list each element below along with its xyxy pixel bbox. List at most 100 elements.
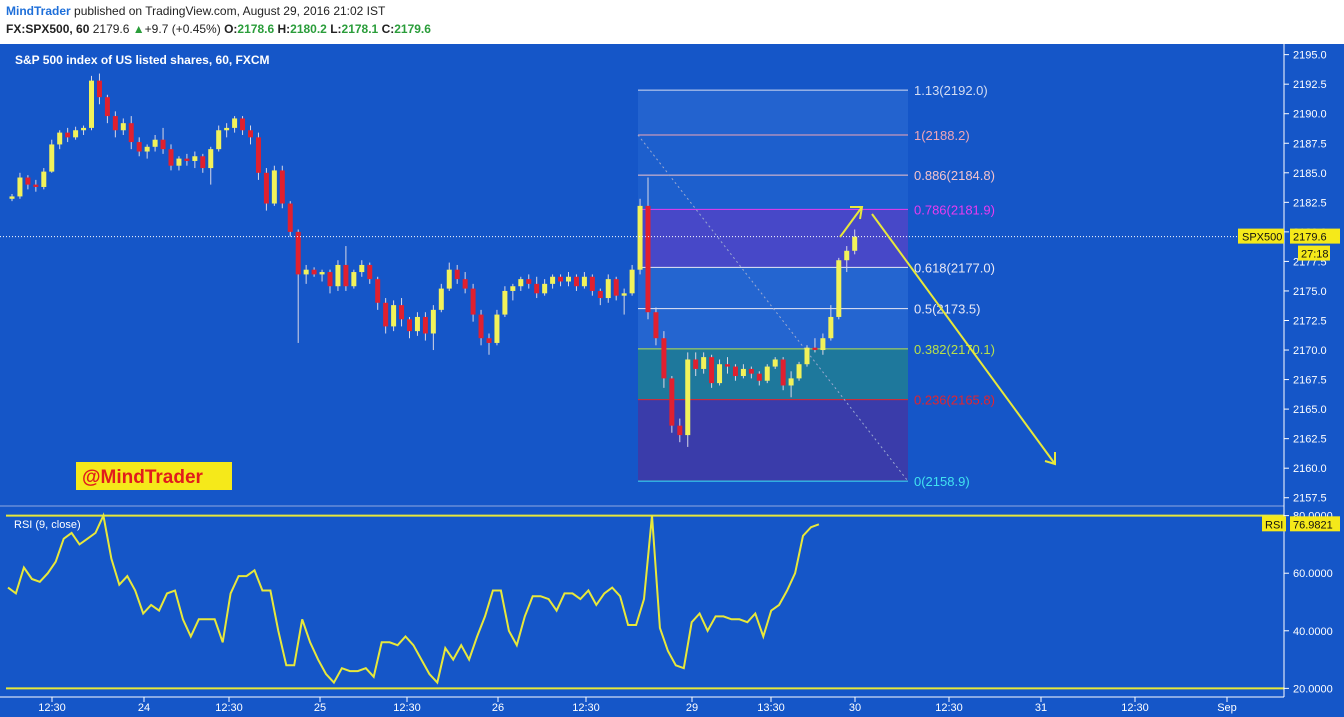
candle	[470, 283, 476, 322]
candle-body	[589, 276, 595, 291]
candle	[57, 130, 63, 150]
candle	[263, 168, 269, 211]
candle	[542, 279, 548, 296]
price-tick-label: 2157.5	[1293, 493, 1327, 505]
candle-body	[96, 80, 102, 98]
candle	[192, 151, 198, 169]
candle-body	[144, 146, 150, 152]
candle-body	[597, 290, 603, 299]
candle	[844, 246, 850, 273]
time-tick-label: 12:30	[1121, 702, 1149, 714]
countdown-label: 27:18	[1301, 249, 1329, 261]
rsi-tick-label: 40.0000	[1293, 626, 1333, 638]
candle-body	[796, 364, 802, 379]
candle	[709, 354, 715, 388]
candle	[693, 352, 699, 377]
fib-level-label: 0.236(2165.8)	[914, 393, 995, 408]
candle	[820, 333, 826, 355]
candle	[462, 272, 468, 294]
price-tick-label: 2182.5	[1293, 197, 1327, 209]
candle-body	[248, 130, 253, 138]
up-arrow-head	[850, 206, 864, 220]
candle-body	[470, 288, 476, 315]
candle	[319, 269, 325, 282]
candle	[732, 364, 738, 381]
candle	[248, 125, 253, 145]
candle-body	[327, 272, 333, 287]
candle-body	[295, 231, 301, 275]
open-value: 2178.6	[237, 22, 275, 36]
candle	[414, 312, 420, 336]
candle-body	[271, 170, 277, 204]
candle	[629, 264, 635, 296]
candle-body	[160, 139, 166, 150]
price-tick-label: 2187.5	[1293, 138, 1327, 150]
time-tick-label: 26	[492, 702, 504, 714]
candle	[740, 364, 746, 379]
candle-body	[17, 177, 23, 197]
fib-trend-line[interactable]	[637, 134, 909, 482]
time-tick-label: Sep	[1217, 702, 1237, 714]
candle	[510, 283, 516, 301]
rsi-panel	[0, 505, 1344, 690]
candle-body	[128, 123, 134, 143]
candle	[343, 246, 349, 291]
candle-body	[208, 149, 214, 169]
close-value: 2179.6	[394, 22, 431, 36]
price-tick-label: 2172.5	[1293, 315, 1327, 327]
candle	[645, 177, 651, 320]
candle-body	[693, 359, 699, 369]
candle-body	[725, 364, 730, 367]
candle-body	[279, 170, 285, 204]
fib-zone	[638, 175, 908, 210]
low-value: 2178.1	[341, 22, 379, 36]
high-value: 2180.2	[290, 22, 327, 36]
candle	[136, 137, 142, 157]
fibonacci-retracement-tool[interactable]: 1.13(2192.0) 1(2188.2) 0.886(2184.8) 0.786(…	[637, 83, 995, 489]
candle	[717, 359, 723, 386]
candle	[33, 179, 39, 192]
candle-body	[820, 338, 826, 351]
candle	[780, 357, 786, 391]
candle-body	[65, 132, 71, 138]
publish-text: published on TradingView.com, August 29,…	[70, 4, 386, 18]
symbol-tag-bg	[1238, 228, 1284, 244]
price-tick-label: 2192.5	[1293, 79, 1327, 91]
candle-body	[486, 338, 492, 343]
candle-body	[454, 269, 460, 280]
candle	[494, 309, 500, 346]
candle-body	[772, 359, 778, 367]
candle	[621, 288, 627, 315]
countdown-tag-bg	[1298, 245, 1330, 261]
candle	[788, 371, 794, 398]
candle	[661, 331, 667, 388]
candle	[581, 272, 587, 289]
fib-level-label: 0.786(2181.9)	[914, 202, 995, 217]
candle-body	[780, 359, 786, 386]
candle	[804, 345, 810, 367]
candle-body	[661, 338, 667, 379]
author-link[interactable]: MindTrader	[6, 4, 71, 18]
candle	[748, 366, 754, 379]
candle-body	[120, 123, 126, 131]
price-change: +9.7 (+0.45%)	[144, 22, 221, 36]
candle-body	[438, 288, 444, 310]
candle-body	[502, 290, 508, 315]
candle	[852, 229, 858, 255]
candle	[295, 229, 301, 343]
candle-body	[216, 130, 222, 150]
candle	[335, 260, 341, 291]
chart-area[interactable]: 1.13(2192.0) 1(2188.2) 0.886(2184.8) 0.786(…	[0, 44, 1344, 717]
candle	[120, 118, 126, 135]
fib-zone	[638, 308, 908, 349]
watermark-text: @MindTrader	[82, 467, 204, 488]
candle	[550, 274, 556, 289]
candle-body	[613, 279, 619, 296]
price-tick-label: 2175.0	[1293, 286, 1327, 298]
fib-zone	[638, 209, 908, 268]
time-tick-label: 24	[138, 702, 150, 714]
candle	[518, 276, 524, 291]
candle-body	[462, 279, 468, 289]
candle-body	[804, 347, 810, 365]
price-axis-bg	[1284, 44, 1344, 717]
